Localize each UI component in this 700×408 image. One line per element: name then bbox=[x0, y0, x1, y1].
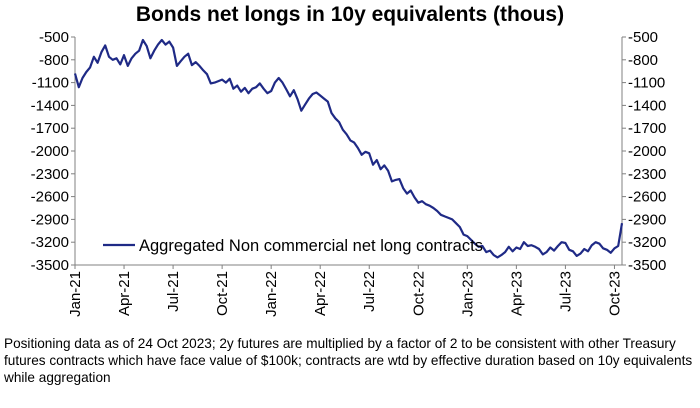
right-y-tick-label: -1400 bbox=[628, 97, 666, 114]
x-tick-label: Oct-23 bbox=[606, 271, 623, 316]
footnote: Positioning data as of 24 Oct 2023; 2y f… bbox=[4, 336, 693, 385]
right-y-tick-label: -2300 bbox=[628, 166, 666, 183]
left-y-tick-label: -3500 bbox=[31, 257, 69, 274]
x-tick-label: Apr-21 bbox=[116, 271, 133, 316]
left-y-tick-label: -2000 bbox=[31, 143, 69, 160]
right-y-tick-label: -2600 bbox=[628, 189, 666, 206]
legend: Aggregated Non commercial net long contr… bbox=[103, 237, 483, 255]
x-tick-label: Jan-22 bbox=[263, 271, 280, 317]
series-line bbox=[73, 38, 624, 259]
right-y-tick-label: -2000 bbox=[628, 143, 666, 160]
right-y-tick-label: -1100 bbox=[628, 75, 665, 92]
x-tick-label: Oct-21 bbox=[214, 271, 231, 316]
plot-area bbox=[75, 37, 622, 265]
legend-label: Aggregated Non commercial net long contr… bbox=[139, 237, 483, 255]
left-y-tick-label: -2900 bbox=[31, 211, 69, 228]
left-y-tick-label: -800 bbox=[39, 52, 69, 69]
x-tick-label: Jan-21 bbox=[67, 271, 84, 317]
chart-title: Bonds net longs in 10y equivalents (thou… bbox=[136, 3, 564, 26]
left-y-tick-label: -500 bbox=[39, 29, 69, 46]
x-tick-label: Jul-22 bbox=[361, 271, 378, 312]
right-y-axis: -500 -800 -1100 -1400 -1700 -2000 -2300 -2600 -2… bbox=[621, 29, 666, 274]
x-axis: Jan-21 Apr-21 Jul-21 Oct-21 Jan-22 Apr-22 Jul-… bbox=[67, 264, 623, 317]
x-tick-label: Apr-22 bbox=[312, 271, 329, 316]
x-tick-label: Jan-23 bbox=[459, 271, 476, 317]
right-y-tick-label: -1700 bbox=[628, 120, 666, 137]
left-y-tick-label: -1700 bbox=[31, 120, 69, 137]
right-y-tick-label: -800 bbox=[628, 52, 658, 69]
x-tick-label: Jul-21 bbox=[165, 271, 182, 312]
left-y-tick-label: -2300 bbox=[31, 166, 69, 183]
left-y-tick-label: -3200 bbox=[31, 234, 69, 251]
right-y-tick-label: -3500 bbox=[628, 257, 666, 274]
left-y-tick-label: -1400 bbox=[31, 97, 69, 114]
x-tick-label: Oct-22 bbox=[410, 271, 427, 316]
right-y-tick-label: -500 bbox=[628, 29, 658, 46]
left-y-tick-label: -1100 bbox=[32, 75, 69, 92]
right-y-tick-label: -3200 bbox=[628, 234, 666, 251]
left-y-axis: -500 -800 -1100 -1400 -1700 -2000 -2300 -2600 -2… bbox=[31, 29, 76, 274]
x-tick-label: Apr-23 bbox=[508, 271, 525, 316]
right-y-tick-label: -2900 bbox=[628, 211, 666, 228]
left-y-tick-label: -2600 bbox=[31, 189, 69, 206]
x-tick-label: Jul-23 bbox=[557, 271, 574, 312]
